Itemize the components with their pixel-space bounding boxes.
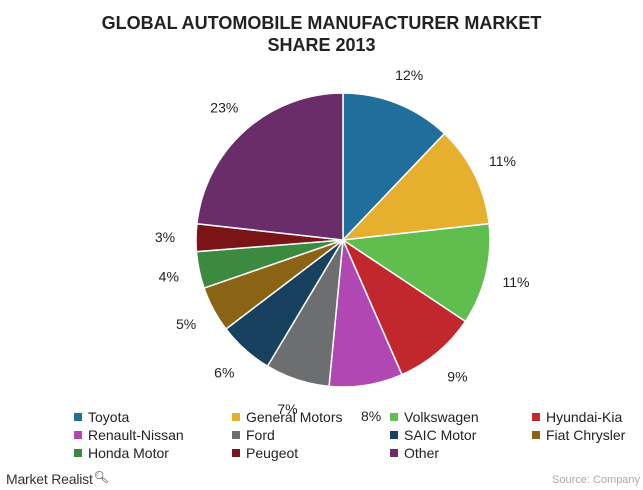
slice-label-ford: 7% xyxy=(277,401,297,417)
legend-item-ford: Ford xyxy=(232,427,390,443)
pie-slice-hyundai-kia xyxy=(341,237,467,376)
legend-label: Other xyxy=(404,445,440,461)
legend-swatch xyxy=(390,431,398,439)
legend-item-honda-motor: Honda Motor xyxy=(74,445,232,461)
legend-item-renault-nissan: Renault-Nissan xyxy=(74,427,232,443)
slice-label-fiat-chrysler: 5% xyxy=(176,316,196,332)
legend-item-volkswagen: Volkswagen xyxy=(390,409,532,425)
chart-title: GLOBAL AUTOMOBILE MANUFACTURER MARKET SH… xyxy=(0,12,643,56)
legend-item-toyota: Toyota xyxy=(74,409,232,425)
legend-label: General Motors xyxy=(246,409,343,425)
pie-slice-toyota xyxy=(342,92,446,242)
brand-name: Market Realist xyxy=(6,471,93,487)
slice-label-general-motors: 11% xyxy=(489,153,516,169)
pie-slice-other xyxy=(196,92,344,241)
legend-label: Renault-Nissan xyxy=(88,427,184,443)
legend-swatch xyxy=(390,413,398,421)
legend-swatch xyxy=(232,431,240,439)
legend-swatch xyxy=(232,449,240,457)
legend-swatch xyxy=(232,413,240,421)
legend-swatch xyxy=(74,413,82,421)
legend-item-peugeot: Peugeot xyxy=(232,445,390,461)
legend-label: SAIC Motor xyxy=(404,427,477,443)
legend-item-other: Other xyxy=(390,445,532,461)
legend-label: Fiat Chrysler xyxy=(546,427,626,443)
pie-slice-general-motors xyxy=(341,132,490,241)
legend-label: Honda Motor xyxy=(88,445,169,461)
slice-label-honda-motor: 4% xyxy=(159,269,179,285)
legend-swatch xyxy=(532,431,540,439)
pie-slice-labels: 12% 11% 11% 9% 8% 7% 6% 5% 4% 3% 23% xyxy=(155,67,530,424)
chart-title-line-1: GLOBAL AUTOMOBILE MANUFACTURER MARKET xyxy=(101,13,542,33)
legend-item-fiat-chrysler: Fiat Chrysler xyxy=(532,427,643,443)
legend-label: Toyota xyxy=(88,409,130,425)
brand-logo: Market Realist🔍︎ xyxy=(6,470,109,487)
legend-item-hyundai-kia: Hyundai-Kia xyxy=(532,409,643,425)
legend-item-saic-motor: SAIC Motor xyxy=(390,427,532,443)
legend-label: Peugeot xyxy=(246,445,299,461)
legend-swatch xyxy=(532,413,540,421)
slice-label-renault-nissan: 8% xyxy=(361,408,381,424)
pie-slice-volkswagen xyxy=(340,222,491,323)
source-note: Source: Company xyxy=(552,474,641,486)
slice-label-volkswagen: 11% xyxy=(503,274,530,290)
legend-item-general-motors: General Motors xyxy=(232,409,390,425)
slice-label-other: 23% xyxy=(210,99,238,115)
slice-label-saic-motor: 6% xyxy=(214,365,234,381)
legend-label: Ford xyxy=(246,427,275,443)
slice-label-hyundai-kia: 9% xyxy=(447,368,467,384)
chart-title-line-2: SHARE 2013 xyxy=(267,35,376,55)
legend-label: Hyundai-Kia xyxy=(546,409,623,425)
slice-label-peugeot: 3% xyxy=(155,229,175,245)
legend-label: Volkswagen xyxy=(404,409,479,425)
legend-swatch xyxy=(74,431,82,439)
slice-label-toyota: 12% xyxy=(395,67,423,83)
pie-slices xyxy=(195,92,491,388)
legend-swatch xyxy=(74,449,82,457)
magnifier-icon: 🔍︎ xyxy=(93,470,109,484)
legend: Toyota General Motors Volkswagen Hyundai-Ki… xyxy=(74,409,643,461)
legend-swatch xyxy=(390,449,398,457)
